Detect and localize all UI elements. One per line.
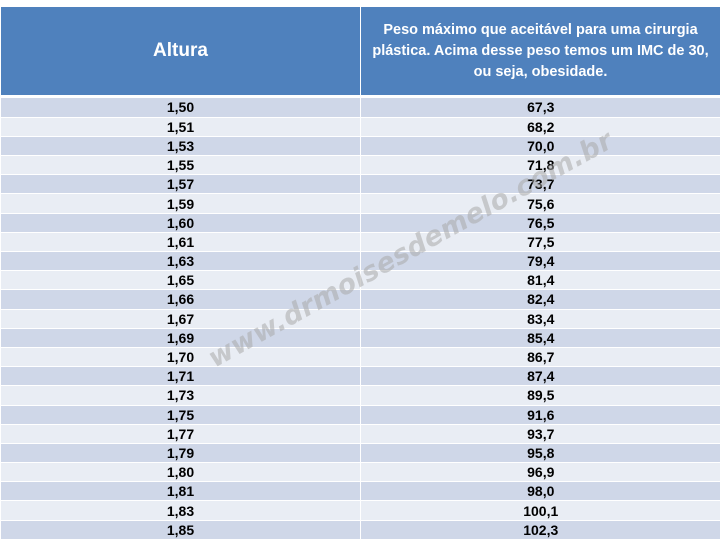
cell-peso: 87,4 [360,366,720,387]
table-row: 1,61 77,5 [0,232,720,253]
table-row: 1,60 76,5 [0,213,720,233]
cell-peso: 81,4 [360,270,720,291]
cell-peso: 77,5 [360,232,720,253]
cell-peso: 98,0 [360,481,720,502]
cell-altura: 1,50 [0,98,361,118]
cell-peso: 79,4 [360,251,720,272]
height-weight-table-container: Altura Peso máximo que aceitável para um… [0,7,720,540]
table-row: 1,57 73,7 [0,174,720,195]
cell-peso: 91,6 [360,405,720,425]
cell-altura: 1,73 [0,385,361,406]
table-row: 1,80 96,9 [0,462,720,483]
cell-peso: 75,6 [360,193,720,214]
cell-altura: 1,70 [0,347,361,368]
cell-peso: 70,0 [360,136,720,157]
table-row: 1,73 89,5 [0,385,720,406]
cell-peso: 102,3 [360,520,720,540]
table-row: 1,53 70,0 [0,136,720,157]
cell-peso: 96,9 [360,462,720,483]
cell-altura: 1,61 [0,232,361,253]
cell-altura: 1,67 [0,309,361,329]
cell-peso: 67,3 [360,98,720,118]
table-row: 1,75 91,6 [0,405,720,425]
cell-peso: 95,8 [360,443,720,464]
cell-peso: 93,7 [360,424,720,444]
cell-altura: 1,55 [0,155,361,176]
cell-altura: 1,80 [0,462,361,483]
cell-altura: 1,51 [0,117,361,137]
table-row: 1,69 85,4 [0,328,720,348]
cell-altura: 1,63 [0,251,361,272]
table-row: 1,50 67,3 [0,98,720,118]
table-header: Altura Peso máximo que aceitável para um… [0,7,720,95]
cell-peso: 85,4 [360,328,720,348]
cell-altura: 1,57 [0,174,361,195]
cell-altura: 1,81 [0,481,361,502]
header-peso-maximo: Peso máximo que aceitável para uma cirur… [360,7,720,95]
cell-peso: 73,7 [360,174,720,195]
cell-altura: 1,53 [0,136,361,157]
cell-altura: 1,60 [0,213,361,233]
table-row: 1,79 95,8 [0,443,720,464]
cell-peso: 83,4 [360,309,720,329]
cell-peso: 68,2 [360,117,720,137]
cell-altura: 1,65 [0,270,361,291]
header-altura: Altura [0,7,361,95]
cell-peso: 71,8 [360,155,720,176]
table-row: 1,59 75,6 [0,193,720,214]
table-row: 1,67 83,4 [0,309,720,329]
cell-altura: 1,59 [0,193,361,214]
cell-altura: 1,75 [0,405,361,425]
table-row: 1,81 98,0 [0,481,720,502]
table-row: 1,63 79,4 [0,251,720,272]
cell-altura: 1,77 [0,424,361,444]
cell-altura: 1,83 [0,500,361,521]
table-row: 1,51 68,2 [0,117,720,137]
height-weight-table: Altura Peso máximo que aceitável para um… [0,7,720,540]
cell-peso: 89,5 [360,385,720,406]
cell-altura: 1,69 [0,328,361,348]
table-body: 1,50 67,3 1,51 68,2 1,53 70,0 1,55 71,8 1,57 73,7… [0,95,720,540]
table-row: 1,83 100,1 [0,500,720,521]
table-row: 1,66 82,4 [0,289,720,310]
table-row: 1,71 87,4 [0,366,720,387]
cell-altura: 1,71 [0,366,361,387]
cell-altura: 1,79 [0,443,361,464]
table-row: 1,85 102,3 [0,520,720,540]
cell-peso: 86,7 [360,347,720,368]
table-row: 1,55 71,8 [0,155,720,176]
cell-altura: 1,66 [0,289,361,310]
cell-altura: 1,85 [0,520,361,540]
table-row: 1,70 86,7 [0,347,720,368]
table-row: 1,77 93,7 [0,424,720,444]
cell-peso: 76,5 [360,213,720,233]
cell-peso: 82,4 [360,289,720,310]
cell-peso: 100,1 [360,500,720,521]
table-row: 1,65 81,4 [0,270,720,291]
